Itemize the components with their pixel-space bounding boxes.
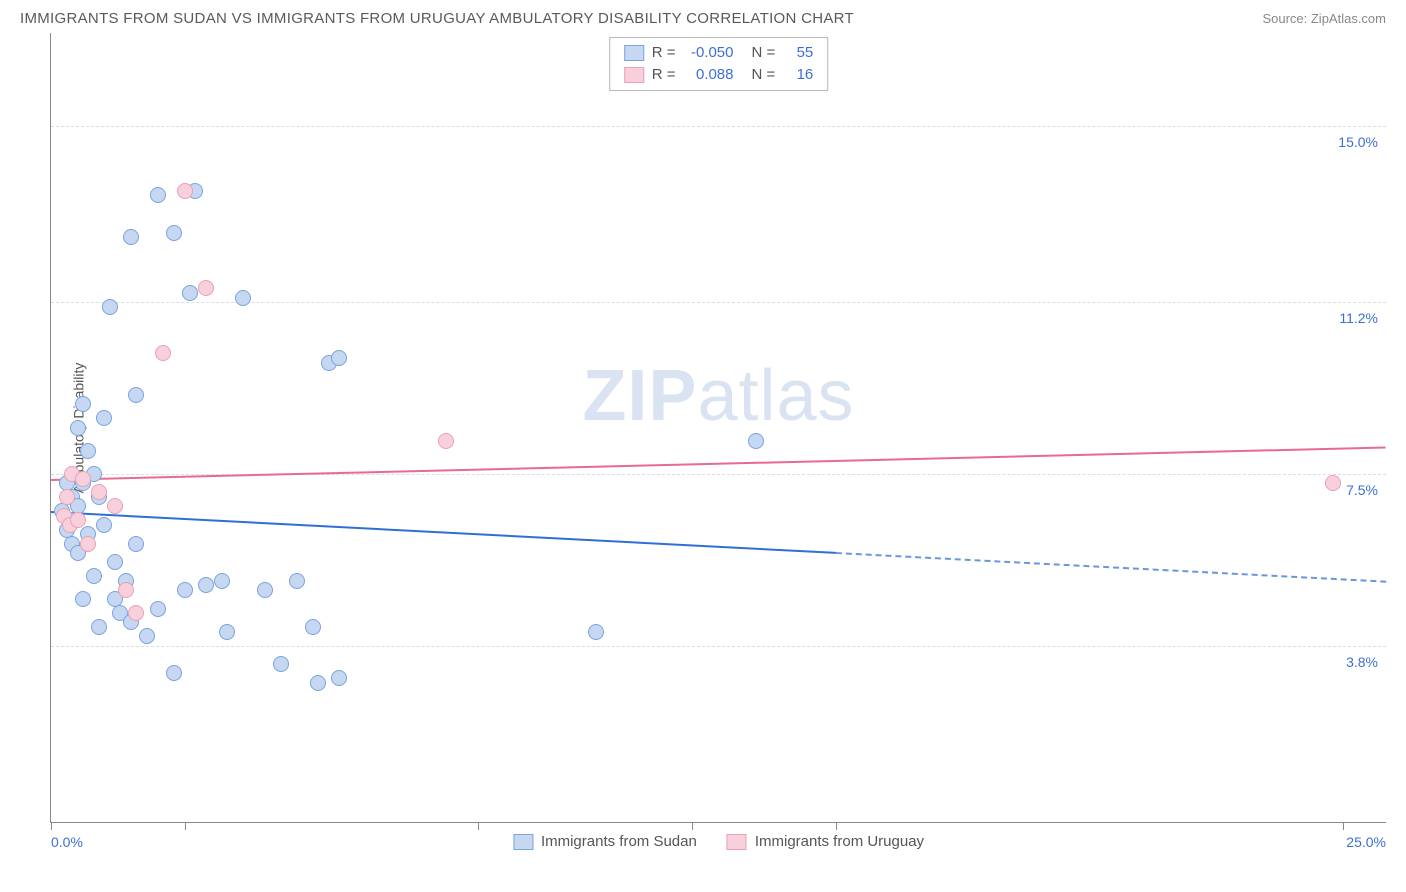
x-tick (836, 822, 837, 830)
data-point (289, 573, 305, 589)
trend-line-dashed (836, 552, 1386, 583)
n-label: N = (752, 64, 776, 86)
correlation-legend: R = -0.050 N = 55 R = 0.088 N = 16 (609, 37, 829, 91)
data-point (96, 410, 112, 426)
r-label: R = (652, 64, 676, 86)
r-label: R = (652, 42, 676, 64)
data-point (310, 675, 326, 691)
data-point (305, 619, 321, 635)
n-value: 55 (783, 42, 813, 64)
data-point (273, 656, 289, 672)
data-point (75, 396, 91, 412)
y-tick-label: 3.8% (1346, 654, 1378, 670)
data-point (150, 601, 166, 617)
data-point (75, 591, 91, 607)
data-point (198, 280, 214, 296)
watermark: ZIPatlas (582, 355, 854, 437)
data-point (150, 187, 166, 203)
data-point (331, 670, 347, 686)
data-point (75, 471, 91, 487)
data-point (219, 624, 235, 640)
data-point (91, 484, 107, 500)
data-point (59, 489, 75, 505)
scatter-chart: Ambulatory Disability ZIPatlas R =-0.050… (50, 33, 1386, 823)
legend-series-item: Immigrants from Uruguay (727, 833, 924, 850)
data-point (214, 573, 230, 589)
legend-stat-row: R = 0.088 N = 16 (624, 64, 814, 86)
data-point (177, 582, 193, 598)
data-point (86, 568, 102, 584)
data-point (102, 299, 118, 315)
data-point (91, 619, 107, 635)
r-value: -0.050 (684, 42, 734, 64)
data-point (588, 624, 604, 640)
data-point (80, 536, 96, 552)
data-point (128, 536, 144, 552)
data-point (118, 582, 134, 598)
n-value: 16 (783, 64, 813, 86)
data-point (123, 229, 139, 245)
legend-series-item: Immigrants from Sudan (513, 833, 697, 850)
trend-line (51, 446, 1386, 480)
y-tick-label: 7.5% (1346, 482, 1378, 498)
x-axis-max-label: 25.0% (1346, 834, 1386, 850)
x-tick (692, 822, 693, 830)
y-tick-label: 11.2% (1339, 310, 1378, 326)
data-point (198, 577, 214, 593)
data-point (70, 420, 86, 436)
data-point (1325, 475, 1341, 491)
x-tick (185, 822, 186, 830)
data-point (166, 665, 182, 681)
gridline (51, 126, 1386, 127)
data-point (80, 443, 96, 459)
data-point (235, 290, 251, 306)
r-value: 0.088 (684, 64, 734, 86)
data-point (128, 387, 144, 403)
data-point (177, 183, 193, 199)
gridline (51, 302, 1386, 303)
data-point (166, 225, 182, 241)
data-point (107, 554, 123, 570)
x-tick (51, 822, 52, 830)
legend-series-label: Immigrants from Sudan (541, 833, 697, 850)
x-tick (478, 822, 479, 830)
data-point (96, 517, 112, 533)
gridline (51, 646, 1386, 647)
chart-title: IMMIGRANTS FROM SUDAN VS IMMIGRANTS FROM… (20, 10, 854, 27)
data-point (331, 350, 347, 366)
legend-series-label: Immigrants from Uruguay (755, 833, 924, 850)
x-tick (1343, 822, 1344, 830)
x-axis-min-label: 0.0% (51, 834, 83, 850)
data-point (257, 582, 273, 598)
data-point (70, 512, 86, 528)
data-point (748, 433, 764, 449)
data-point (155, 345, 171, 361)
data-point (438, 433, 454, 449)
n-label: N = (752, 42, 776, 64)
legend-stat-row: R = -0.050 N = 55 (624, 42, 814, 64)
series-legend: Immigrants from Sudan Immigrants from Uru… (513, 833, 924, 850)
data-point (107, 498, 123, 514)
data-point (182, 285, 198, 301)
legend-swatch (624, 67, 644, 83)
source-attribution: Source: ZipAtlas.com (1262, 11, 1386, 26)
data-point (128, 605, 144, 621)
legend-swatch (727, 834, 747, 850)
legend-swatch (513, 834, 533, 850)
trend-line (51, 511, 836, 554)
y-tick-label: 15.0% (1338, 134, 1378, 150)
legend-swatch (624, 45, 644, 61)
data-point (139, 628, 155, 644)
